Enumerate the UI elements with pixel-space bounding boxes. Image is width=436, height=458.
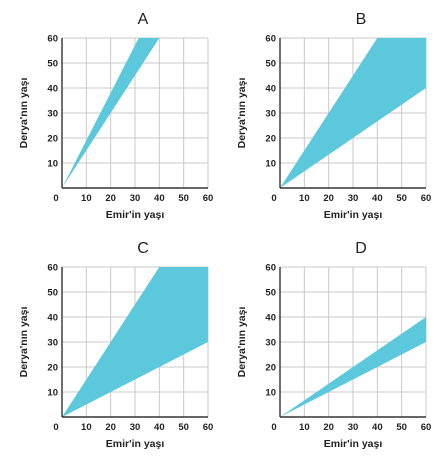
chart-d-y-label: Derya'nın yaşı	[236, 307, 248, 378]
x-tick-label: 30	[348, 422, 359, 433]
x-tick-label: 50	[178, 422, 189, 433]
chart-panel-c: C 0 10 20 30 40 50 60 10 20 30 40 50 60 Emir'in yaşı De…	[0, 229, 218, 458]
y-tick-label: 30	[265, 338, 276, 349]
y-tick-label: 10	[47, 159, 58, 170]
chart-a-band	[62, 38, 160, 188]
x-tick-label: 10	[81, 422, 92, 433]
y-tick-label: 60	[47, 34, 58, 45]
x-tick-label: 60	[421, 422, 432, 433]
chart-panel-d: D 0 10 20 30 40 50 60 10 20 30 40 50 60 Emir'in yaşı De…	[218, 229, 436, 458]
y-tick-label: 60	[265, 34, 276, 45]
chart-panel-b: B 0 10 20 30 40 50 60 10 20 30 40 50 60 Emir'in yaşı De…	[218, 0, 436, 229]
y-tick-label: 60	[265, 263, 276, 274]
y-tick-label: 50	[265, 59, 276, 70]
y-tick-label: 10	[265, 159, 276, 170]
x-tick-label: 40	[372, 193, 383, 204]
y-tick-label: 40	[265, 313, 276, 324]
chart-c-band	[62, 267, 208, 417]
chart-b-y-label: Derya'nın yaşı	[236, 78, 248, 149]
x-tick-label: 50	[396, 422, 407, 433]
x-tick-label: 0	[53, 193, 58, 204]
chart-b-x-label: Emir'in yaşı	[324, 209, 383, 221]
chart-a-title: A	[138, 11, 149, 28]
y-tick-label: 40	[47, 84, 58, 95]
x-tick-label: 30	[130, 422, 141, 433]
x-tick-label: 50	[396, 193, 407, 204]
x-tick-label: 20	[323, 422, 334, 433]
x-tick-label: 0	[53, 422, 58, 433]
chart-d-svg: D 0 10 20 30 40 50 60 10 20 30 40 50 60 Emir'in yaşı De…	[236, 240, 432, 450]
y-tick-label: 10	[47, 388, 58, 399]
chart-b-title: B	[356, 11, 367, 28]
chart-d-title: D	[355, 240, 367, 257]
x-tick-label: 0	[271, 422, 276, 433]
x-tick-label: 60	[203, 193, 214, 204]
x-tick-label: 40	[154, 422, 165, 433]
x-tick-label: 0	[271, 193, 276, 204]
y-tick-label: 30	[47, 109, 58, 120]
y-tick-label: 30	[265, 109, 276, 120]
chart-c-svg: C 0 10 20 30 40 50 60 10 20 30 40 50 60 Emir'in yaşı De…	[18, 240, 214, 450]
chart-a-grid	[62, 37, 209, 188]
y-tick-label: 50	[47, 59, 58, 70]
y-tick-label: 40	[265, 84, 276, 95]
x-tick-label: 40	[154, 193, 165, 204]
y-tick-label: 20	[47, 363, 58, 374]
y-tick-label: 40	[47, 313, 58, 324]
y-tick-label: 20	[265, 363, 276, 374]
x-tick-label: 20	[105, 422, 116, 433]
y-tick-label: 10	[265, 388, 276, 399]
x-tick-label: 50	[178, 193, 189, 204]
y-tick-label: 20	[265, 134, 276, 145]
x-tick-label: 60	[203, 422, 214, 433]
chart-c-title: C	[137, 240, 149, 257]
y-tick-label: 20	[47, 134, 58, 145]
chart-d-x-label: Emir'in yaşı	[324, 438, 383, 450]
x-tick-label: 30	[130, 193, 141, 204]
x-tick-label: 20	[323, 193, 334, 204]
chart-b-svg: B 0 10 20 30 40 50 60 10 20 30 40 50 60 Emir'in yaşı De…	[236, 11, 432, 221]
x-tick-label: 10	[81, 193, 92, 204]
chart-a-svg: A 0 10 20 30 40 50 60 10 20 30 40 50 60 Emir'in yaşı De…	[18, 11, 214, 221]
x-tick-label: 20	[105, 193, 116, 204]
y-tick-label: 50	[47, 288, 58, 299]
chart-panel-a: A 0 10 20 30 40 50 60 10 20 30 40 50 60 Emir'in yaşı De…	[0, 0, 218, 229]
x-tick-label: 10	[299, 422, 310, 433]
y-tick-label: 30	[47, 338, 58, 349]
chart-b-band	[280, 38, 426, 188]
chart-c-y-label: Derya'nın yaşı	[18, 307, 30, 378]
x-tick-label: 30	[348, 193, 359, 204]
chart-a-x-label: Emir'in yaşı	[106, 209, 165, 221]
chart-d-band	[280, 317, 426, 417]
chart-a-y-label: Derya'nın yaşı	[18, 78, 30, 149]
y-tick-label: 60	[47, 263, 58, 274]
x-tick-label: 60	[421, 193, 432, 204]
x-tick-label: 40	[372, 422, 383, 433]
y-tick-label: 50	[265, 288, 276, 299]
chart-c-x-label: Emir'in yaşı	[106, 438, 165, 450]
x-tick-label: 10	[299, 193, 310, 204]
